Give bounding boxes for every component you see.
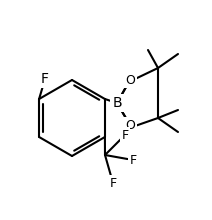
Text: O: O: [125, 73, 135, 86]
Text: F: F: [121, 128, 128, 141]
Text: F: F: [109, 176, 117, 189]
Text: B: B: [112, 96, 122, 110]
Text: F: F: [130, 154, 137, 167]
Text: F: F: [41, 72, 49, 86]
Text: O: O: [125, 119, 135, 132]
